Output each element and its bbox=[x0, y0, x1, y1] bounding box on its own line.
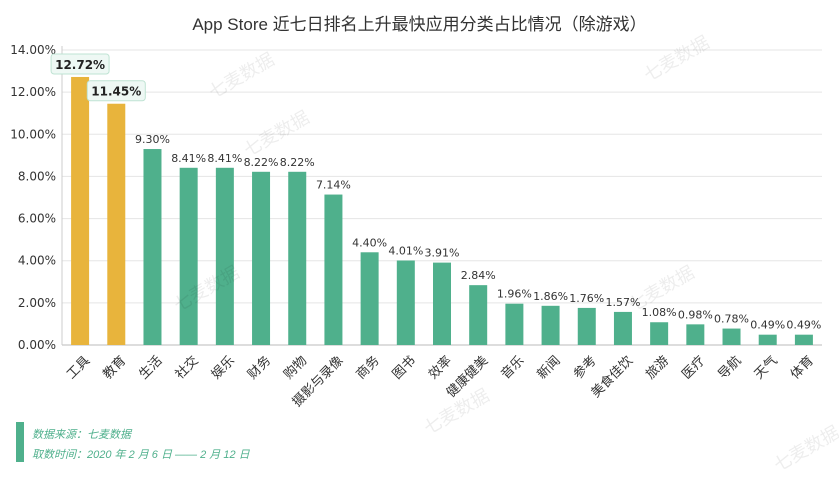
bar bbox=[143, 149, 162, 345]
source-text: 数据来源：七麦数据 bbox=[32, 429, 131, 441]
x-tick-label: 旅游 bbox=[643, 353, 672, 382]
x-tick-label: 新闻 bbox=[534, 353, 564, 383]
bar bbox=[288, 171, 307, 345]
bar bbox=[324, 194, 343, 345]
y-tick-label: 8.00% bbox=[18, 169, 56, 183]
value-label: 8.41% bbox=[171, 152, 206, 165]
y-tick-label: 12.00% bbox=[10, 85, 56, 99]
watermark: 七麦数据 bbox=[770, 422, 839, 476]
x-tick-label: 教育 bbox=[100, 353, 130, 383]
x-tick-label: 社交 bbox=[172, 353, 202, 383]
value-label: 12.72% bbox=[55, 58, 105, 72]
bar bbox=[577, 307, 596, 345]
bar bbox=[71, 76, 90, 345]
x-tick-label: 图书 bbox=[390, 353, 419, 382]
bar bbox=[215, 167, 234, 345]
bar bbox=[686, 324, 705, 345]
value-label: 0.98% bbox=[678, 308, 713, 321]
value-label-box bbox=[86, 80, 146, 102]
y-tick-label: 4.00% bbox=[18, 254, 56, 268]
value-label: 9.30% bbox=[135, 133, 170, 146]
x-tick-label: 医疗 bbox=[679, 353, 708, 382]
y-tick-label: 2.00% bbox=[18, 296, 56, 310]
value-label-box bbox=[50, 53, 110, 75]
bar bbox=[722, 328, 741, 345]
bar bbox=[107, 103, 126, 345]
value-label: 0.49% bbox=[750, 319, 785, 332]
x-tick-label: 效率 bbox=[425, 353, 455, 383]
x-tick-label: 体育 bbox=[787, 353, 817, 383]
value-label: 1.57% bbox=[605, 296, 640, 309]
x-tick-label: 购物 bbox=[281, 353, 311, 383]
value-label: 1.96% bbox=[497, 288, 532, 301]
value-label: 8.22% bbox=[244, 156, 279, 169]
bar bbox=[613, 311, 632, 345]
value-label: 3.91% bbox=[425, 247, 460, 260]
value-label: 1.86% bbox=[533, 290, 568, 303]
x-tick-label: 生活 bbox=[137, 353, 166, 382]
x-tick-label: 工具 bbox=[64, 353, 93, 382]
value-label: 0.78% bbox=[714, 313, 749, 326]
bar bbox=[433, 262, 451, 345]
bar bbox=[252, 171, 271, 345]
bar bbox=[794, 334, 813, 345]
x-tick-label: 天气 bbox=[751, 353, 781, 383]
x-tick-label: 财务 bbox=[244, 353, 274, 383]
chart-title: App Store 近七日排名上升最快应用分类占比情况（除游戏） bbox=[192, 15, 647, 34]
y-tick-label: 0.00% bbox=[18, 338, 56, 352]
value-label: 8.41% bbox=[207, 152, 242, 165]
bar bbox=[541, 305, 560, 345]
bar bbox=[469, 285, 488, 345]
value-label: 0.49% bbox=[786, 319, 821, 332]
bar bbox=[758, 334, 777, 345]
y-tick-label: 6.00% bbox=[18, 212, 56, 226]
bar bbox=[179, 167, 198, 345]
value-label: 1.76% bbox=[569, 292, 604, 305]
time-range-text: 取数时间：2020 年 2 月 6 日 —— 2 月 12 日 bbox=[32, 449, 250, 461]
value-label: 11.45% bbox=[91, 85, 141, 99]
footer-accent-bar bbox=[16, 422, 24, 462]
y-tick-label: 14.00% bbox=[10, 43, 56, 57]
x-tick-label: 娱乐 bbox=[209, 353, 238, 382]
value-label: 2.84% bbox=[461, 269, 496, 282]
value-label: 4.01% bbox=[388, 245, 423, 258]
value-label: 8.22% bbox=[280, 156, 315, 169]
bar bbox=[505, 303, 524, 345]
value-label: 4.40% bbox=[352, 236, 387, 249]
y-tick-label: 10.00% bbox=[10, 127, 56, 141]
x-tick-label: 导航 bbox=[715, 353, 745, 383]
x-tick-label: 商务 bbox=[353, 353, 383, 383]
plot-area: 0.00% 2.00% 4.00% 6.00% 8.00% 10.00% 12.00% 14.… bbox=[10, 43, 822, 410]
bar bbox=[396, 260, 415, 345]
value-label: 7.14% bbox=[316, 179, 351, 192]
bar bbox=[650, 322, 669, 345]
x-tick-label: 参考 bbox=[570, 353, 600, 383]
value-label: 1.08% bbox=[642, 306, 677, 319]
bar bbox=[360, 252, 379, 345]
x-tick-label: 音乐 bbox=[498, 353, 528, 383]
